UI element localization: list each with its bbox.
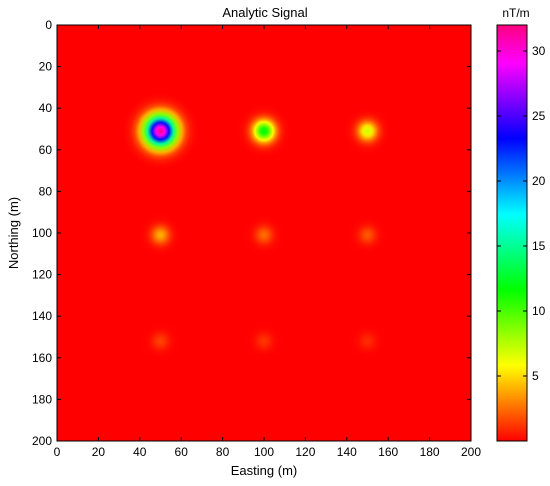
x-tick-label: 200 (461, 445, 481, 459)
x-tick-label: 140 (337, 445, 357, 459)
anomaly-peak (241, 212, 287, 258)
x-axis-title: Easting (m) (231, 463, 297, 478)
y-tick-label: 40 (39, 101, 53, 115)
y-tick-label: 60 (39, 143, 53, 157)
x-tick-label: 80 (216, 445, 230, 459)
y-tick-label: 0 (45, 18, 52, 32)
colorbar-tick-label: 20 (532, 174, 546, 188)
y-tick-label: 80 (39, 184, 53, 198)
y-tick-label: 160 (32, 351, 52, 365)
y-tick-label: 200 (32, 434, 52, 448)
x-tick-label: 160 (378, 445, 398, 459)
anomaly-peak (345, 212, 390, 258)
x-tick-label: 0 (54, 445, 61, 459)
chart-title: Analytic Signal (222, 5, 307, 20)
anomaly-peak (242, 319, 286, 363)
x-tick-label: 180 (420, 445, 440, 459)
colorbar-unit-label: nT/m (502, 6, 529, 20)
colorbar-gradient (496, 24, 528, 442)
anomaly-peak (342, 106, 393, 156)
x-axis-ticks: 0 20 40 60 80 100 120 140 160 180 200 (54, 25, 481, 459)
x-tick-label: 40 (133, 445, 147, 459)
x-tick-label: 100 (254, 445, 274, 459)
anomaly-peak (138, 319, 183, 363)
colorbar-tick-label: 15 (532, 239, 546, 253)
anomaly-peak (121, 92, 200, 170)
colorbar-tick-label: 30 (532, 44, 546, 58)
y-axis-title: Northing (m) (6, 197, 21, 269)
colorbar-tick-label: 10 (532, 304, 546, 318)
y-tick-label: 20 (39, 60, 53, 74)
y-tick-label: 140 (32, 309, 52, 323)
y-tick-label: 120 (32, 268, 52, 282)
anomaly-peak (345, 319, 390, 363)
x-tick-label: 120 (295, 445, 315, 459)
anomaly-peak (137, 211, 184, 259)
colorbar-tick-label: 25 (532, 109, 546, 123)
heatmap-plot-area (57, 25, 471, 441)
anomaly-peak (236, 103, 292, 159)
y-axis-ticks: 0 20 40 60 80 100 120 140 160 180 200 (32, 18, 471, 448)
y-tick-label: 180 (32, 392, 52, 406)
x-tick-label: 20 (92, 445, 106, 459)
x-tick-label: 60 (175, 445, 189, 459)
colorbar: 5 10 15 20 25 30 (496, 24, 546, 442)
y-tick-label: 100 (32, 226, 52, 240)
colorbar-tick-label: 5 (532, 369, 539, 383)
